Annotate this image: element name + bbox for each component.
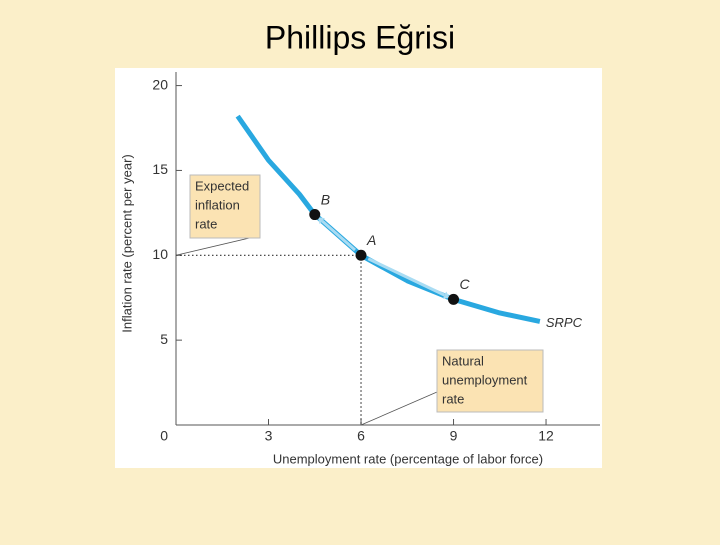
annotation-text: inflation (195, 197, 240, 212)
move-arrowhead (442, 291, 450, 299)
y-tick-label: 5 (160, 331, 168, 347)
annotation-text: rate (195, 216, 217, 231)
x-axis-label: Unemployment rate (percentage of labor f… (273, 451, 543, 466)
leader-line (360, 391, 438, 426)
chart-title: Phillips Eğrisi (265, 19, 455, 55)
y-tick-label: 0 (160, 428, 168, 444)
annotation-text: unemployment (442, 372, 528, 387)
leader-line (175, 235, 259, 256)
y-axis-label: Inflation rate (percent per year) (119, 154, 134, 332)
series-label: SRPC (546, 315, 583, 330)
x-tick-label: 3 (265, 428, 273, 444)
point (309, 209, 321, 221)
point (448, 293, 460, 305)
annotation-box (189, 174, 261, 239)
y-tick-label: 20 (152, 76, 168, 92)
move-arrow (367, 257, 446, 297)
move-arrowhead (317, 217, 325, 225)
y-tick-label: 10 (152, 246, 168, 262)
annotation-text: Natural (442, 353, 484, 368)
move-arrow (321, 220, 357, 252)
point-label: A (366, 232, 376, 248)
point-label: B (321, 191, 330, 207)
point-label: C (460, 276, 471, 292)
x-tick-label: 9 (450, 428, 458, 444)
annotation-text: rate (442, 391, 464, 406)
y-tick-label: 15 (152, 161, 168, 177)
annotation-text: Expected (195, 178, 249, 193)
annotation-box (436, 349, 544, 413)
x-tick-label: 12 (538, 428, 554, 444)
x-tick-label: 6 (357, 428, 365, 444)
point (355, 249, 367, 261)
